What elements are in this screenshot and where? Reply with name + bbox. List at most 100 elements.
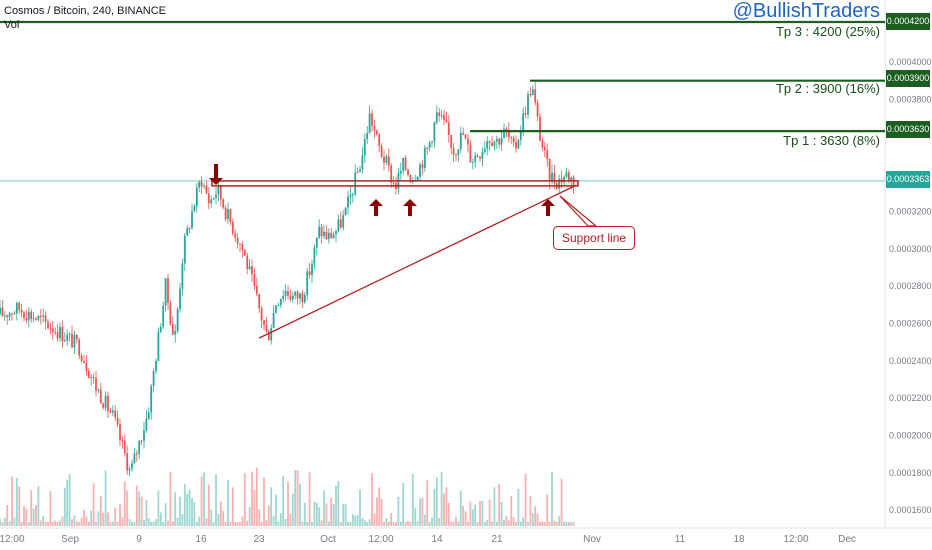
volume-bar (483, 521, 486, 526)
candle-body (399, 171, 402, 174)
candle-body (426, 147, 429, 149)
candle-body (493, 141, 496, 147)
candle-body (534, 89, 537, 103)
candle-body (239, 243, 241, 245)
x-tick-label: Nov (583, 534, 601, 545)
volume-bar (171, 521, 174, 526)
candle-body (435, 112, 438, 123)
volume-bar (243, 473, 246, 526)
candle-body (140, 440, 143, 442)
volume-bar (567, 521, 570, 526)
volume-bar (555, 521, 558, 526)
volume-bar (0, 518, 1, 526)
volume-bar (416, 521, 419, 526)
volume-bar (140, 496, 143, 526)
chart-header: Cosmos / Bitcoin, 240, BINANCE Vol (4, 4, 166, 32)
candle-body (20, 309, 23, 313)
volume-bar (507, 520, 510, 526)
volume-bar (30, 490, 33, 526)
volume-bar (347, 521, 349, 526)
candle-body (459, 132, 462, 150)
candle-body (469, 144, 472, 163)
volume-bar (210, 509, 213, 526)
candle-body (133, 453, 136, 464)
candle-body (510, 137, 513, 139)
volume-bar (255, 467, 258, 526)
x-tick-label: 11 (675, 534, 686, 545)
candle-body (63, 340, 66, 342)
volume-bar (409, 521, 412, 526)
candle-body (572, 177, 575, 187)
volume-bar (361, 518, 364, 526)
volume-bar (42, 516, 45, 526)
x-tick-label: 18 (733, 534, 745, 545)
volume-bar (378, 487, 381, 526)
candle-body (527, 94, 529, 115)
candle-body (323, 231, 325, 237)
volume-bar (529, 496, 532, 526)
candle-body (279, 298, 282, 306)
candle-body (402, 157, 405, 172)
candle-body (421, 164, 424, 168)
candle-body (39, 315, 42, 317)
candle-body (195, 187, 198, 207)
volume-bar (61, 516, 64, 526)
volume-bar (313, 501, 316, 526)
volume-bar (205, 518, 208, 526)
candle-body (15, 302, 18, 314)
candle-body (327, 232, 330, 239)
volume-bar (198, 516, 201, 526)
volume-label: Vol (4, 19, 20, 31)
volume-bar (155, 519, 157, 526)
x-tick-label: 21 (491, 534, 503, 545)
volume-bar (356, 515, 359, 526)
candle-body (37, 315, 40, 320)
candle-body (47, 321, 49, 329)
volume-bar (512, 516, 515, 526)
candle-body (320, 226, 323, 237)
volume-bar (267, 505, 270, 526)
volume-bar (431, 517, 433, 526)
candle-body (0, 307, 1, 315)
candle-body (551, 172, 553, 181)
volume-bar (435, 477, 438, 526)
volume-bar (419, 498, 421, 526)
volume-bar (258, 509, 261, 526)
tp1-label: Tp 1 : 3630 (8%) (783, 133, 880, 148)
candle-body (35, 318, 37, 320)
candle-body (66, 334, 69, 341)
candle-body (404, 157, 407, 170)
volume-bar (66, 479, 69, 526)
candle-body (205, 185, 208, 194)
volume-bar (203, 472, 205, 526)
candle-body (68, 333, 71, 335)
volume-bar (23, 506, 25, 526)
volume-bar (536, 513, 539, 526)
volume-bar (500, 502, 503, 526)
volume-bar (169, 472, 172, 526)
candle-body (438, 112, 441, 116)
candle-body (193, 206, 196, 212)
candle-body (359, 169, 361, 173)
volume-bar (548, 521, 551, 526)
brand-watermark: @BullishTraders (732, 0, 880, 22)
volume-bar (39, 520, 42, 526)
candle-body (95, 378, 97, 391)
candle-body (3, 315, 6, 317)
x-tick-label: Dec (838, 534, 856, 545)
volume-bar (133, 521, 136, 526)
callout-pointer (559, 195, 598, 227)
volume-bar (438, 518, 441, 526)
volume-bar (306, 521, 309, 526)
candle-body (488, 141, 491, 143)
volume-bar (215, 474, 217, 526)
volume-bar (291, 493, 294, 526)
volume-bar (503, 519, 505, 526)
candle-body (51, 328, 54, 332)
candle-body (121, 440, 124, 442)
y-tick-label: 0.0002200 (889, 393, 932, 403)
volume-bar (464, 511, 467, 526)
y-tick-label: 0.0001600 (889, 505, 932, 515)
volume-bar (92, 483, 95, 526)
